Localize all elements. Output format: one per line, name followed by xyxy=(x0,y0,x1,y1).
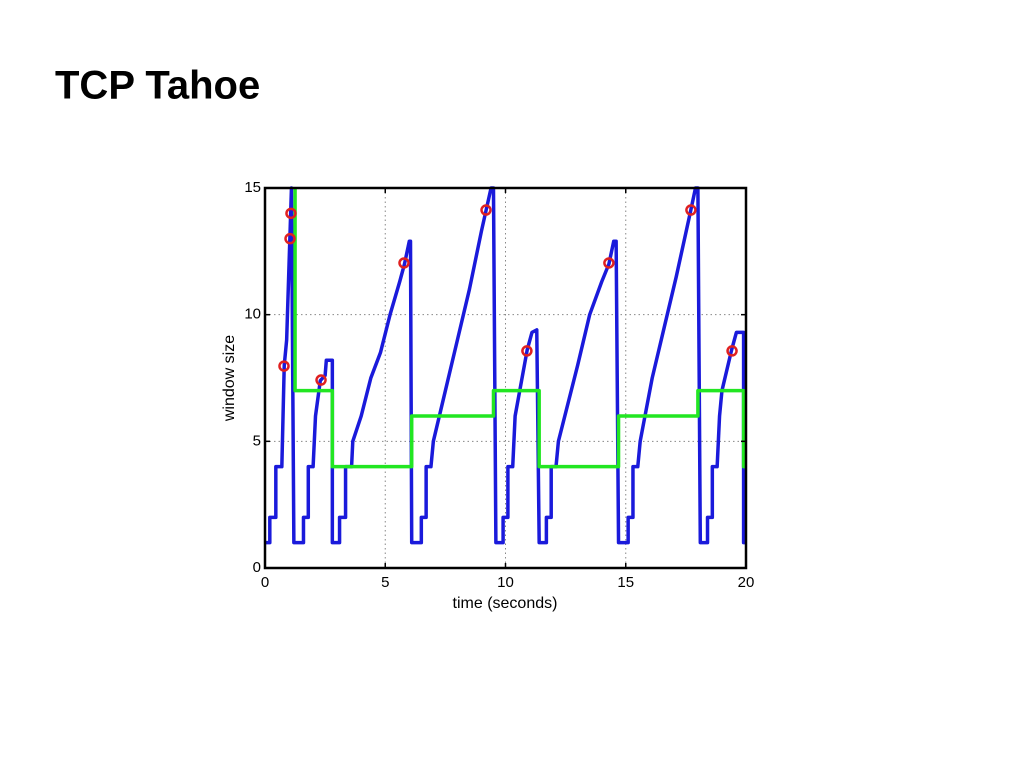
loss-marker xyxy=(603,257,615,269)
y-tick-label: 5 xyxy=(253,432,261,449)
loss-marker xyxy=(726,345,738,357)
x-tick-label: 0 xyxy=(261,574,269,591)
y-axis-label: window size xyxy=(221,335,238,422)
plot-frame xyxy=(263,186,748,570)
loss-marker xyxy=(315,374,327,386)
loss-marker xyxy=(278,360,290,372)
series-line xyxy=(265,186,746,545)
loss-marker xyxy=(284,232,296,245)
x-tick-label: 20 xyxy=(738,574,755,591)
grid xyxy=(264,187,747,569)
x-tick-label: 10 xyxy=(497,574,514,591)
loss-marker xyxy=(521,345,533,357)
y-tick-label: 10 xyxy=(244,306,261,323)
chart-title: TCP Tahoe xyxy=(55,64,260,108)
loss-marker xyxy=(398,257,410,269)
loss-marker xyxy=(685,204,697,216)
loss-marker xyxy=(285,207,297,220)
axes: 0 5 10 15 20 0 5 10 15 xyxy=(244,179,754,591)
x-tick-label: 15 xyxy=(617,574,634,591)
loss-marker xyxy=(480,204,492,216)
plot-area xyxy=(265,186,746,545)
x-tick-label: 5 xyxy=(381,574,389,591)
y-tick-label: 15 xyxy=(244,179,261,196)
series-line xyxy=(293,188,746,469)
y-tick-label: 0 xyxy=(253,559,261,576)
x-axis-label: time (seconds) xyxy=(453,595,558,612)
